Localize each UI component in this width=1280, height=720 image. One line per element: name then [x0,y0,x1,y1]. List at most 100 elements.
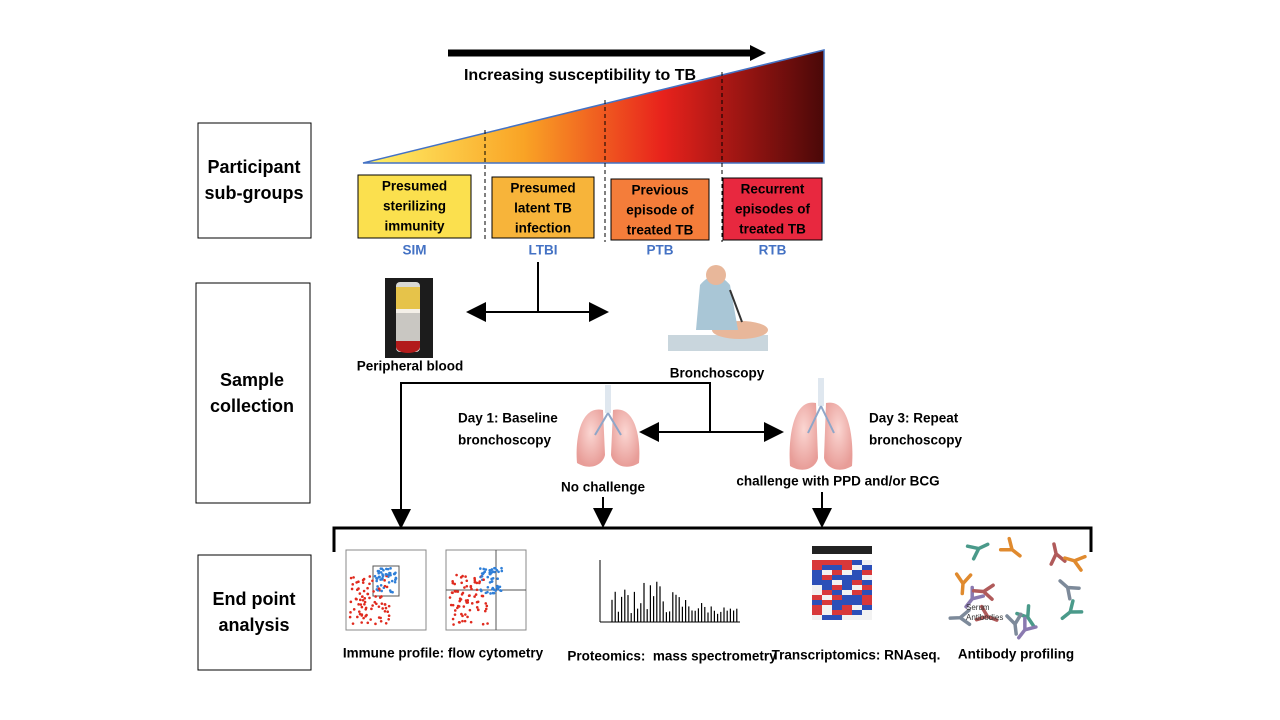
dot [473,595,476,598]
cell [822,565,832,570]
endpoint-label: Immune profile: flow cytometry [343,646,544,661]
endpoint-label: Antibody profiling [958,647,1074,662]
row-label: collection [210,396,294,416]
dot [483,609,487,613]
dot [464,575,467,578]
dot [387,604,391,608]
dot [499,589,503,593]
dot [460,581,463,585]
dot [457,620,461,624]
dot [372,590,375,593]
antibody-illustration [948,536,1087,640]
dot [454,590,458,593]
dot [383,603,387,606]
cell [822,575,832,580]
dot [369,618,372,621]
dot [466,615,469,619]
cell [832,570,842,575]
lungs [576,385,640,467]
group-abbr: RTB [759,243,787,258]
dot [368,596,371,600]
dot [368,582,371,586]
sample-label: Bronchoscopy [670,366,765,381]
cell [812,605,822,610]
dot [495,568,499,572]
cell [812,560,822,565]
dot [460,593,464,596]
dot [495,585,499,589]
dot [366,586,369,590]
dot [484,602,488,605]
dot [465,600,468,604]
dot [360,614,364,617]
cell [812,585,822,590]
dot [349,576,353,580]
dot [352,576,355,579]
dot [459,598,463,601]
dot [486,622,489,625]
antibody [1049,542,1067,566]
cell [862,610,872,615]
row-label: Participant [207,157,300,177]
dot [377,587,381,590]
dot [500,569,504,573]
cell [832,565,842,570]
group-label: Previous [631,183,688,198]
cell [842,605,852,610]
antibody [954,572,973,596]
cell [822,600,832,605]
cell [852,575,862,580]
dot [357,603,360,606]
dot [492,591,496,595]
dot [380,589,383,593]
group-label: Presumed [382,179,447,194]
dot [456,590,460,593]
dot [381,574,385,577]
cell [832,590,842,595]
dot [450,591,454,594]
dot [356,615,359,619]
cell [832,610,842,615]
dot [379,583,383,587]
dot [354,597,358,601]
dot [451,579,454,583]
image-text: Serum [966,603,990,612]
group-box [491,176,595,239]
cell [812,595,822,600]
dot [489,592,492,595]
dot [480,589,483,593]
cell [822,580,832,585]
dot [387,614,391,618]
cell [862,560,872,565]
dot [358,592,362,595]
dot [375,577,378,580]
dot [364,606,368,610]
cell [812,575,822,580]
cell [852,605,862,610]
group-box [610,178,710,241]
dot [449,603,453,607]
cell [862,575,872,580]
dot [468,594,471,597]
day-label: bronchoscopy [869,433,963,448]
antibody [974,604,999,622]
cell [832,605,842,610]
cell [842,565,852,570]
cell [812,565,822,570]
cell [832,560,842,565]
dot [363,602,366,606]
antibody [1017,616,1038,640]
cell [842,610,852,615]
cell [852,590,862,595]
dot [461,614,464,618]
dot [482,567,486,571]
dot [465,584,469,588]
dot [383,609,387,613]
cell [852,585,862,590]
cell [852,595,862,600]
dot [361,578,365,582]
dot [498,585,502,589]
dot [377,571,381,575]
dot [475,600,479,604]
cell [852,600,862,605]
